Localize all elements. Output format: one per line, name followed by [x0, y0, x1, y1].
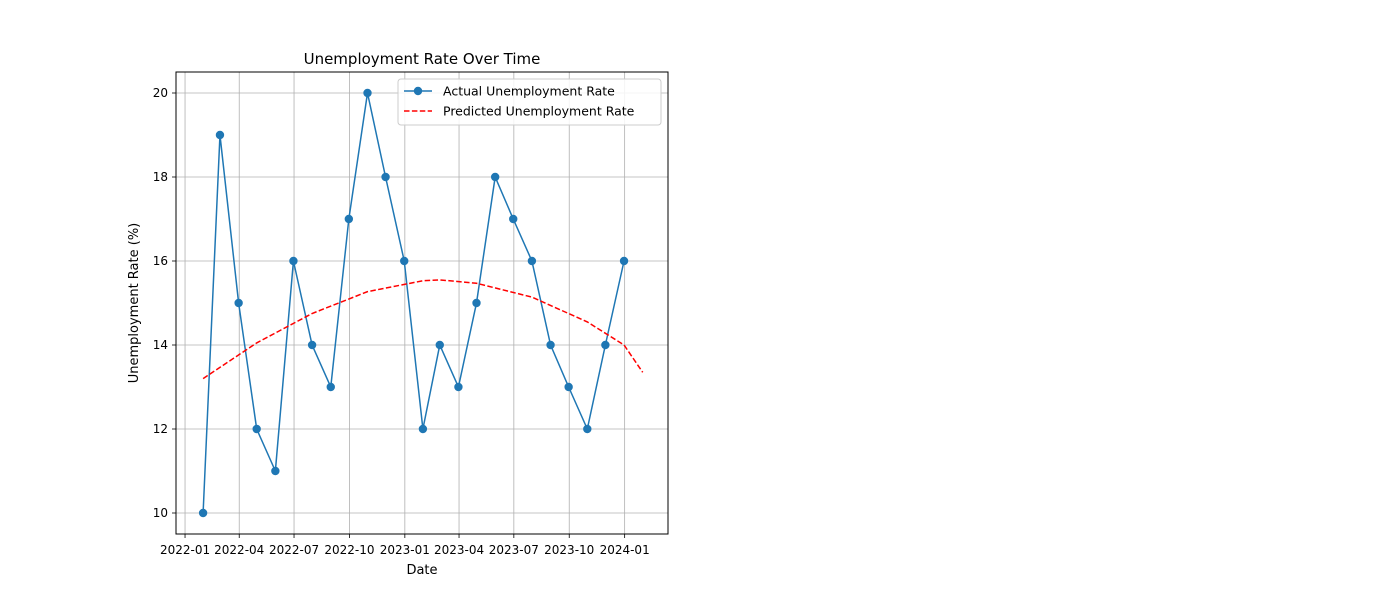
data-point [252, 424, 261, 434]
legend-swatch-marker [413, 86, 423, 96]
data-point [418, 424, 428, 434]
data-point [381, 172, 390, 182]
legend-box [397, 78, 662, 126]
data-point [509, 214, 518, 224]
data-point [307, 340, 317, 350]
y-axis-label: Unemployment Rate (%) [127, 223, 142, 384]
data-point [400, 256, 409, 266]
data-point [546, 340, 555, 350]
x-tick-label: 2022-07 [269, 543, 319, 557]
series-line-predicted [202, 279, 644, 380]
data-point [344, 214, 354, 224]
y-tick-label: 18 [153, 170, 168, 184]
data-point [435, 340, 444, 350]
x-tick-label: 2022-01 [160, 543, 210, 557]
data-point [289, 256, 298, 266]
plot-frame [175, 71, 669, 535]
series-line-actual [202, 92, 625, 514]
grid [176, 72, 668, 534]
legend-label: Actual Unemployment Rate [443, 84, 615, 99]
x-tick-label: 2022-10 [324, 543, 374, 557]
x-tick-label: 2023-01 [380, 543, 430, 557]
data-point [619, 256, 629, 266]
x-tick-label: 2024-01 [600, 543, 650, 557]
x-tick-label: 2023-10 [544, 543, 594, 557]
data-point [601, 340, 610, 350]
data-point [472, 298, 481, 308]
ticks: 2022-01 2022-04 2022-07 2022-10 2023-01 2023-… [153, 86, 650, 557]
legend-label: Predicted Unemployment Rate [443, 104, 635, 119]
y-tick-label: 20 [153, 86, 168, 100]
data-point [215, 130, 225, 140]
x-tick-label: 2023-07 [489, 543, 539, 557]
data-point [271, 466, 280, 476]
legend: Actual Unemployment Rate Predicted Unempl… [397, 78, 662, 126]
data-point [564, 382, 573, 392]
data-point [326, 382, 335, 392]
series-layer [198, 88, 644, 518]
data-point [490, 172, 500, 182]
y-tick-label: 12 [153, 422, 168, 436]
data-point [583, 424, 592, 434]
y-tick-label: 10 [153, 506, 168, 520]
data-point [234, 298, 243, 308]
data-point [363, 88, 372, 98]
x-tick-label: 2023-04 [434, 543, 484, 557]
y-tick-label: 16 [153, 254, 168, 268]
x-axis-label: Date [406, 563, 437, 578]
x-tick-label: 2022-04 [214, 543, 264, 557]
data-point [454, 382, 463, 392]
chart-title: Unemployment Rate Over Time [304, 50, 541, 68]
data-point [527, 256, 537, 266]
y-tick-label: 14 [153, 338, 168, 352]
data-point [198, 508, 208, 518]
